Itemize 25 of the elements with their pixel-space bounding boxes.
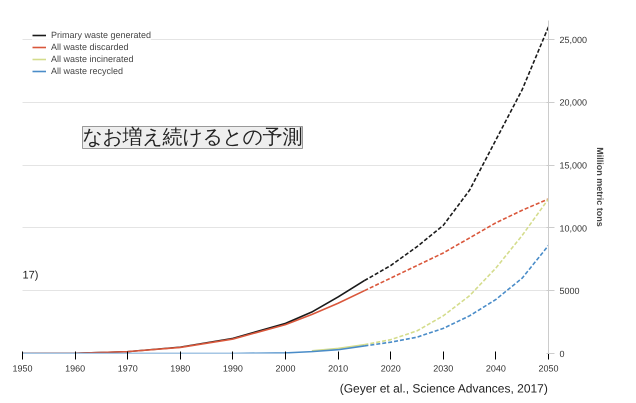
legend-label: All waste recycled (51, 66, 124, 76)
x-tick-label: 1950 (12, 364, 33, 374)
x-tick-label: 2050 (538, 364, 559, 374)
y-tick-label: 15,000 (560, 160, 588, 171)
text: (Geyer et al., Science Advances, 2017) (340, 382, 548, 396)
x-tick-label: 2000 (275, 364, 296, 374)
annotation: なお増え続けるとの予測 (82, 126, 302, 148)
y-tick-label: 20,000 (560, 98, 588, 108)
x-tick-label: 2030 (433, 364, 454, 374)
x-tick-label: 1970 (118, 364, 138, 374)
y-tick-label: 0 (560, 349, 565, 359)
x-tick-label: 2010 (328, 364, 348, 374)
y-tick-label: 10,000 (560, 223, 588, 234)
y-tick-label: 25,000 (560, 34, 588, 45)
x-tick-label: 1990 (222, 364, 243, 374)
legend-label: Primary waste generated (51, 30, 152, 40)
y-tick-label: 5000 (560, 286, 580, 296)
annotation: 17) (22, 270, 38, 282)
x-tick-label: 1960 (65, 364, 86, 374)
legend-label: All waste discarded (51, 42, 129, 52)
x-tick-label: 2020 (380, 364, 401, 374)
legend-label: All waste incinerated (51, 54, 134, 64)
x-tick-label: 2040 (486, 364, 506, 374)
x-tick-label: 1980 (170, 364, 190, 374)
y-axis-title: Million metric tons (595, 147, 606, 227)
